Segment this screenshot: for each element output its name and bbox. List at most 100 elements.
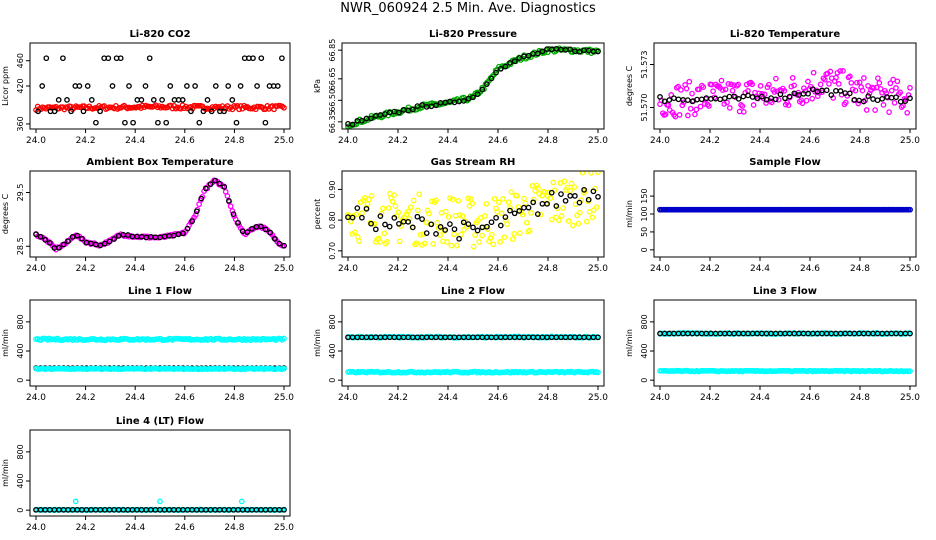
data-point	[179, 97, 186, 103]
data-point	[437, 224, 444, 230]
data-point	[739, 103, 746, 109]
data-point	[37, 233, 44, 240]
data-point	[184, 83, 190, 89]
data-point	[525, 204, 532, 211]
data-point	[676, 112, 683, 118]
data-point	[79, 235, 85, 242]
data-point	[184, 225, 191, 232]
data-point	[595, 334, 601, 341]
data-point	[564, 184, 571, 191]
data-point	[366, 196, 372, 203]
data-point	[72, 498, 79, 505]
series-1	[33, 177, 287, 253]
data-point	[696, 86, 702, 93]
data-point	[192, 83, 198, 89]
data-point	[493, 214, 499, 221]
data-point	[558, 213, 565, 219]
y-axis-label: ml/min	[1, 459, 10, 487]
data-point	[414, 207, 421, 214]
data-point	[595, 369, 601, 376]
data-point	[491, 195, 498, 202]
y-tick-label: 150	[640, 188, 649, 203]
data-point	[117, 55, 124, 62]
data-point	[519, 211, 526, 218]
data-point	[583, 218, 590, 225]
y-tick-label: 360	[16, 116, 25, 131]
x-tick-label: 24.8	[850, 264, 870, 274]
data-point	[384, 239, 390, 245]
data-point	[799, 100, 806, 107]
data-point	[684, 97, 691, 103]
data-point	[687, 105, 694, 112]
data-point	[729, 87, 736, 94]
data-point	[497, 222, 504, 229]
data-point	[106, 238, 113, 245]
x-tick-label: 25.0	[900, 136, 920, 146]
data-point	[833, 87, 839, 94]
data-point	[805, 90, 811, 97]
data-point	[65, 238, 71, 245]
chart-title: Li-820 Pressure	[429, 29, 517, 40]
y-tick-label: 66.65	[328, 67, 337, 90]
x-tick-label: 24.2	[76, 136, 96, 146]
y-tick-label: 400	[16, 343, 25, 358]
y-tick-label: 66.50	[328, 89, 337, 112]
data-point	[237, 83, 244, 89]
data-point	[419, 216, 425, 222]
x-tick-label: 24.2	[388, 393, 408, 403]
x-tick-label: 24.2	[388, 264, 408, 274]
data-point	[801, 85, 807, 92]
data-point	[827, 68, 834, 75]
data-point	[568, 180, 575, 187]
y-tick-label: 0	[16, 508, 25, 513]
data-point	[560, 205, 566, 211]
data-point	[579, 171, 586, 176]
figure-title: NWR_060924 2.5 Min. Ave. Diagnostics	[340, 1, 596, 16]
data-point	[837, 88, 844, 94]
y-tick-label: 0.70	[328, 242, 337, 260]
data-point	[382, 111, 388, 117]
data-point	[511, 230, 518, 237]
data-point	[771, 89, 778, 95]
data-point	[189, 218, 195, 225]
data-point	[823, 87, 830, 94]
x-tick-label: 24.4	[438, 393, 458, 403]
data-point	[721, 95, 728, 102]
data-point	[35, 108, 41, 115]
data-point	[212, 177, 218, 184]
data-point	[426, 210, 432, 217]
data-point	[224, 193, 231, 199]
data-point	[445, 214, 452, 220]
data-point	[523, 219, 530, 226]
data-point	[887, 80, 894, 87]
data-point	[679, 102, 686, 109]
data-point	[142, 83, 149, 89]
data-point	[553, 214, 559, 221]
data-point	[665, 102, 672, 109]
data-point	[725, 81, 732, 87]
x-tick-label: 24.4	[750, 136, 770, 146]
data-point	[68, 108, 74, 115]
data-point	[102, 240, 108, 247]
series-1	[345, 171, 601, 250]
data-point	[686, 78, 693, 85]
data-point	[417, 231, 424, 238]
data-point	[697, 103, 704, 110]
data-point	[894, 78, 901, 85]
data-point	[731, 93, 737, 100]
y-axis-label: ml/min	[625, 200, 634, 228]
series-2	[657, 330, 913, 337]
data-point	[368, 115, 374, 122]
data-point	[502, 214, 509, 220]
chart-title: Ambient Box Temperature	[86, 157, 233, 168]
data-point	[444, 239, 451, 245]
x-tick-label: 24.2	[700, 136, 720, 146]
data-point	[433, 231, 439, 237]
data-point	[407, 204, 414, 211]
series-3	[657, 367, 913, 375]
data-point	[561, 178, 568, 185]
data-point	[465, 195, 471, 202]
data-point	[726, 105, 733, 111]
data-point	[544, 201, 550, 207]
x-tick-label: 24.0	[26, 523, 46, 533]
